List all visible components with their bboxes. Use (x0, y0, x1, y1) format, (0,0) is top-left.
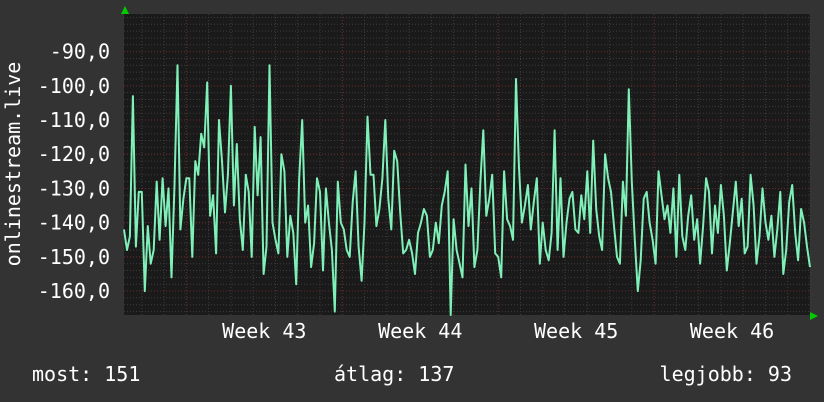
x-tick-label: Week 43 (222, 319, 306, 343)
y-tick-label: -120,0 (38, 142, 110, 166)
stat-average: átlag: 137 (334, 362, 455, 386)
y-axis-label: onlinestream.live (1, 62, 25, 267)
stat-best: legjobb: 93 (659, 362, 792, 386)
y-axis-arrow (121, 6, 129, 14)
y-tick-label: -100,0 (38, 74, 110, 98)
x-tick-label: Week 46 (690, 319, 774, 343)
y-tick-label: -130,0 (38, 176, 110, 200)
x-axis-arrow (810, 312, 818, 320)
x-axis-ticks: Week 43 Week 44 Week 45 Week 46 (222, 319, 774, 343)
x-tick-label: Week 45 (534, 319, 618, 343)
stat-current: most: 151 (32, 362, 141, 386)
y-tick-label: -160,0 (38, 279, 110, 303)
y-axis-ticks: -90,0 -100,0 -110,0 -120,0 -130,0 -140,0 -150,… (38, 40, 110, 303)
x-tick-label: Week 44 (378, 319, 462, 343)
y-tick-label: -140,0 (38, 211, 110, 235)
y-tick-label: -90,0 (50, 40, 110, 64)
y-tick-label: -150,0 (38, 245, 110, 269)
stats-bar: most: 151 átlag: 137 legjobb: 93 (0, 362, 824, 390)
series-line (123, 64, 811, 316)
y-tick-label: -110,0 (38, 108, 110, 132)
plot-area (124, 14, 810, 315)
